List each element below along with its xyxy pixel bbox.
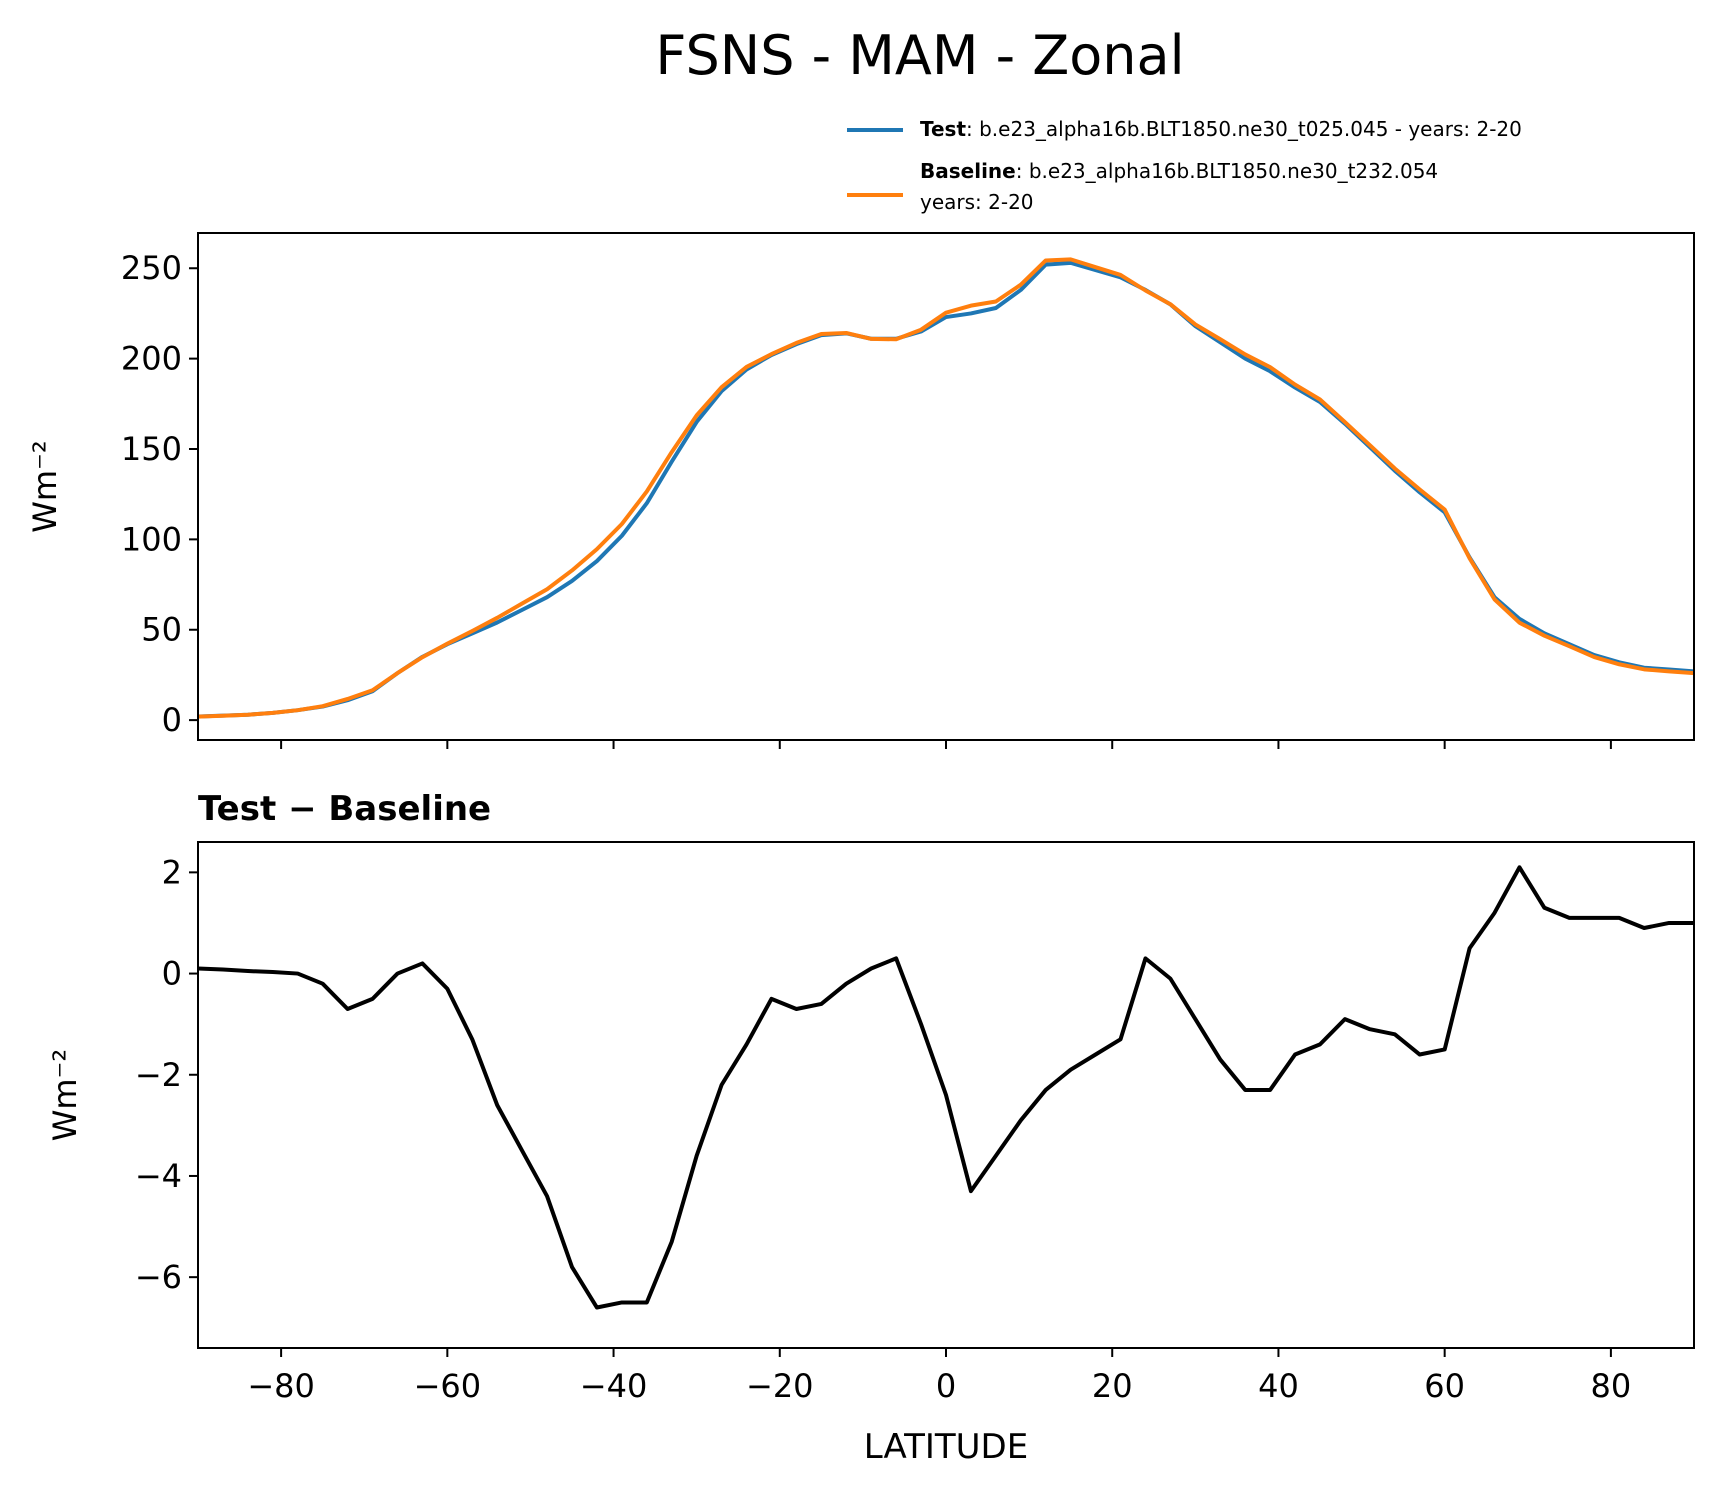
legend-label: Test: b.e23_alpha16b.BLT1850.ne30_t025.0… <box>920 117 1522 141</box>
axes-frame <box>197 232 1695 741</box>
legend-text: years: 2-20 <box>920 190 1034 214</box>
y-axis-label: Wm⁻² <box>26 440 64 533</box>
axes-title: Test − Baseline <box>198 789 491 829</box>
x-tick-label: −60 <box>414 1367 482 1405</box>
legend-text: : b.e23_alpha16b.BLT1850.ne30_t232.054 <box>1016 159 1438 183</box>
y-tick-label: 200 <box>121 340 182 378</box>
y-tick-label: 150 <box>121 430 182 468</box>
x-tick-label: 80 <box>1591 1367 1632 1405</box>
y-tick-label: 2 <box>162 853 182 891</box>
figure-title: FSNS - MAM - Zonal <box>655 24 1184 87</box>
y-tick-label: 0 <box>162 955 182 993</box>
y-tick-label: −2 <box>135 1056 182 1094</box>
legend-label: years: 2-20 <box>920 190 1034 214</box>
y-tick-label: 250 <box>121 249 182 287</box>
y-tick-label: 50 <box>141 611 182 649</box>
y-tick-label: −4 <box>135 1157 182 1195</box>
y-axis-label: Wm⁻² <box>46 1049 84 1142</box>
legend-name: Baseline <box>920 159 1016 183</box>
axes-frame <box>197 841 1695 1349</box>
y-tick-label: 0 <box>162 701 182 739</box>
x-tick-label: 60 <box>1424 1367 1465 1405</box>
x-tick-label: −40 <box>580 1367 648 1405</box>
legend-text: : b.e23_alpha16b.BLT1850.ne30_t025.045 -… <box>966 117 1522 141</box>
y-tick-label: −6 <box>135 1258 182 1296</box>
data-line <box>198 257 1694 719</box>
legend-name: Test <box>920 117 966 141</box>
x-tick-label: −20 <box>746 1367 814 1405</box>
x-tick-label: 0 <box>936 1367 956 1405</box>
legend-label: Baseline: b.e23_alpha16b.BLT1850.ne30_t2… <box>920 159 1438 183</box>
x-tick-label: 40 <box>1258 1367 1299 1405</box>
x-tick-label: −80 <box>247 1367 315 1405</box>
x-tick-label: 20 <box>1092 1367 1133 1405</box>
data-line <box>198 865 1694 1310</box>
x-axis-label: LATITUDE <box>864 1427 1028 1467</box>
y-tick-label: 100 <box>121 520 182 558</box>
